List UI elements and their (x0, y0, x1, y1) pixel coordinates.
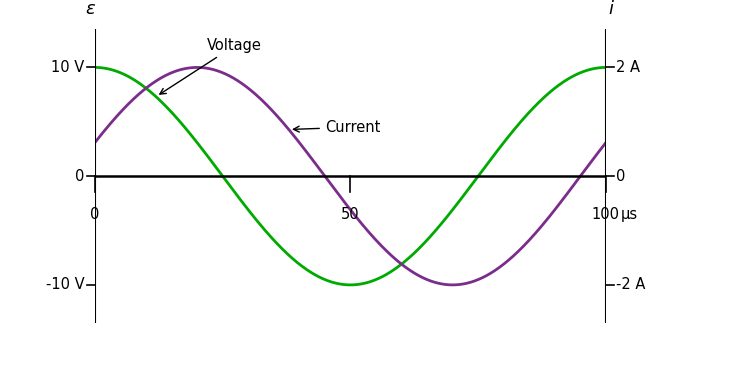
Text: 50: 50 (341, 207, 360, 222)
Text: 2 A: 2 A (616, 60, 640, 75)
Text: ε: ε (85, 0, 95, 18)
Text: 100: 100 (592, 207, 620, 222)
Text: -2 A: -2 A (616, 277, 645, 292)
Text: 0: 0 (75, 169, 85, 184)
Text: Voltage: Voltage (160, 38, 262, 94)
Text: μs: μs (621, 207, 638, 222)
Text: i: i (609, 0, 613, 18)
Text: 0: 0 (616, 169, 626, 184)
Text: -10 V: -10 V (46, 277, 85, 292)
Text: Current: Current (293, 120, 380, 135)
Text: 0: 0 (91, 207, 99, 222)
Text: 10 V: 10 V (51, 60, 85, 75)
